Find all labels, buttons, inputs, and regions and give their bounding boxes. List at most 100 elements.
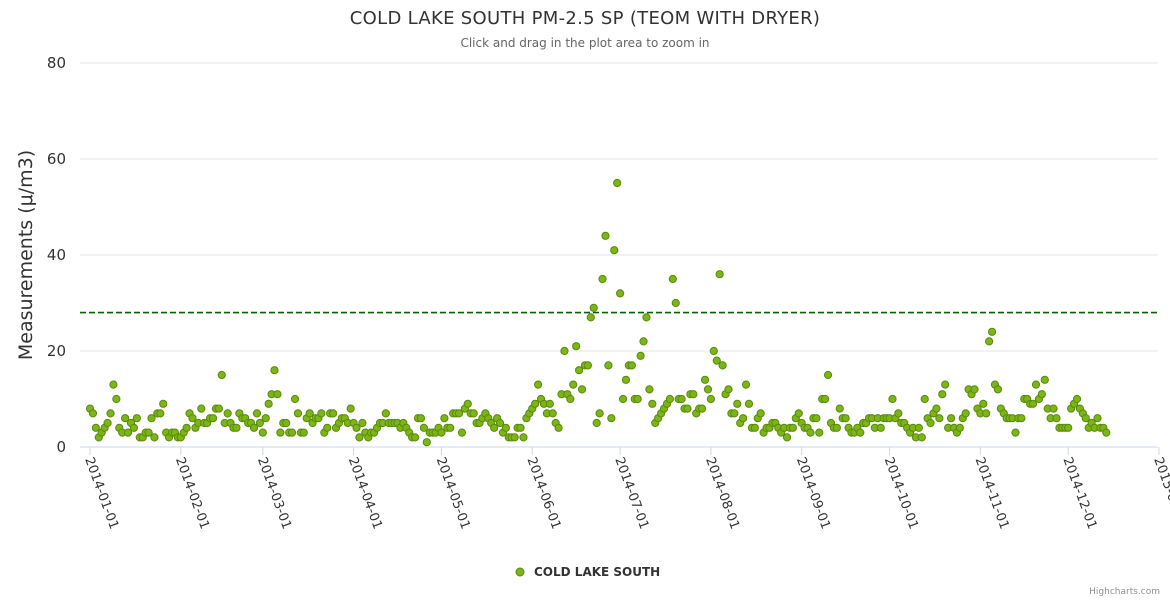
data-point[interactable] bbox=[454, 409, 464, 418]
data-point[interactable] bbox=[437, 428, 446, 437]
data-point[interactable] bbox=[979, 399, 988, 408]
data-point[interactable] bbox=[299, 428, 308, 437]
data-point[interactable] bbox=[156, 409, 165, 418]
data-point[interactable] bbox=[610, 246, 619, 255]
data-point[interactable] bbox=[1052, 414, 1061, 423]
data-point[interactable] bbox=[232, 423, 241, 432]
data-point[interactable] bbox=[876, 423, 885, 432]
data-point[interactable] bbox=[510, 433, 519, 442]
data-point[interactable] bbox=[627, 361, 636, 370]
data-point[interactable] bbox=[583, 361, 592, 370]
data-point[interactable] bbox=[665, 394, 675, 404]
data-point[interactable] bbox=[616, 289, 625, 298]
data-point[interactable] bbox=[621, 375, 631, 384]
data-point[interactable] bbox=[712, 356, 721, 365]
data-point[interactable] bbox=[1028, 399, 1038, 408]
data-point[interactable] bbox=[150, 433, 159, 442]
data-point[interactable] bbox=[264, 399, 273, 408]
data-point[interactable] bbox=[305, 409, 314, 418]
data-point[interactable] bbox=[416, 414, 426, 423]
data-point[interactable] bbox=[1031, 380, 1041, 389]
data-point[interactable] bbox=[595, 409, 604, 418]
data-point[interactable] bbox=[577, 385, 587, 394]
data-point[interactable] bbox=[519, 433, 528, 442]
data-point[interactable] bbox=[823, 370, 833, 380]
data-point[interactable] bbox=[569, 380, 578, 389]
data-point[interactable] bbox=[217, 370, 226, 380]
data-point[interactable] bbox=[741, 380, 751, 389]
data-point[interactable] bbox=[815, 428, 824, 437]
data-point[interactable] bbox=[355, 433, 364, 442]
data-point[interactable] bbox=[273, 390, 282, 399]
data-point[interactable] bbox=[586, 313, 595, 322]
data-point[interactable] bbox=[534, 380, 543, 389]
data-point[interactable] bbox=[88, 409, 98, 418]
data-point[interactable] bbox=[548, 409, 557, 418]
data-point[interactable] bbox=[276, 428, 285, 437]
data-point[interactable] bbox=[782, 433, 792, 442]
data-point[interactable] bbox=[700, 375, 710, 384]
data-point[interactable] bbox=[144, 428, 153, 437]
data-point[interactable] bbox=[1102, 428, 1111, 437]
data-point[interactable] bbox=[554, 423, 563, 432]
data-point[interactable] bbox=[1093, 414, 1102, 423]
data-point[interactable] bbox=[214, 404, 223, 413]
data-point[interactable] bbox=[733, 399, 742, 408]
data-point[interactable] bbox=[607, 414, 616, 423]
data-point[interactable] bbox=[358, 418, 367, 428]
data-point[interactable] bbox=[744, 399, 754, 408]
data-point[interactable] bbox=[422, 438, 431, 447]
data-point[interactable] bbox=[613, 178, 622, 188]
data-point[interactable] bbox=[856, 428, 865, 437]
data-point[interactable] bbox=[1049, 404, 1058, 413]
data-point[interactable] bbox=[718, 361, 727, 370]
data-point[interactable] bbox=[147, 414, 156, 423]
data-point[interactable] bbox=[914, 423, 923, 432]
data-point[interactable] bbox=[346, 404, 355, 413]
data-point[interactable] bbox=[938, 390, 947, 399]
data-point[interactable] bbox=[1011, 428, 1020, 437]
data-point[interactable] bbox=[636, 351, 645, 360]
data-point[interactable] bbox=[639, 337, 648, 346]
data-point[interactable] bbox=[668, 274, 677, 284]
data-point[interactable] bbox=[106, 409, 115, 418]
data-point[interactable] bbox=[794, 409, 803, 418]
data-point[interactable] bbox=[788, 423, 798, 432]
legend-item-cold-lake-south[interactable]: COLD LAKE SOUTH bbox=[515, 565, 660, 579]
data-point[interactable] bbox=[812, 414, 821, 423]
data-point[interactable] bbox=[888, 394, 897, 404]
data-point[interactable] bbox=[677, 394, 686, 404]
data-point[interactable] bbox=[261, 414, 270, 423]
data-point[interactable] bbox=[724, 385, 733, 394]
data-point[interactable] bbox=[715, 270, 724, 279]
data-point[interactable] bbox=[560, 346, 569, 356]
data-point[interactable] bbox=[252, 409, 262, 418]
data-point[interactable] bbox=[208, 414, 218, 423]
data-point[interactable] bbox=[1072, 394, 1082, 404]
data-point[interactable] bbox=[604, 361, 613, 370]
data-point[interactable] bbox=[258, 428, 267, 437]
data-point[interactable] bbox=[601, 231, 610, 240]
data-point[interactable] bbox=[282, 418, 291, 428]
data-point[interactable] bbox=[109, 380, 118, 389]
data-point[interactable] bbox=[566, 394, 575, 404]
data-point[interactable] bbox=[545, 399, 554, 408]
data-point[interactable] bbox=[293, 409, 303, 418]
data-point[interactable] bbox=[1064, 423, 1073, 432]
data-point[interactable] bbox=[188, 414, 197, 423]
data-point[interactable] bbox=[618, 394, 628, 404]
credits-link[interactable]: Highcharts.com bbox=[1089, 587, 1160, 597]
data-point[interactable] bbox=[1040, 375, 1049, 384]
data-point[interactable] bbox=[935, 414, 944, 423]
data-point[interactable] bbox=[255, 418, 264, 428]
data-point[interactable] bbox=[469, 409, 478, 418]
data-point[interactable] bbox=[739, 414, 748, 423]
data-point[interactable] bbox=[894, 409, 903, 418]
data-point[interactable] bbox=[381, 409, 390, 418]
data-point[interactable] bbox=[633, 394, 642, 404]
data-point[interactable] bbox=[941, 380, 950, 389]
data-point[interactable] bbox=[946, 414, 956, 423]
data-point[interactable] bbox=[159, 399, 168, 408]
data-point[interactable] bbox=[592, 418, 601, 428]
